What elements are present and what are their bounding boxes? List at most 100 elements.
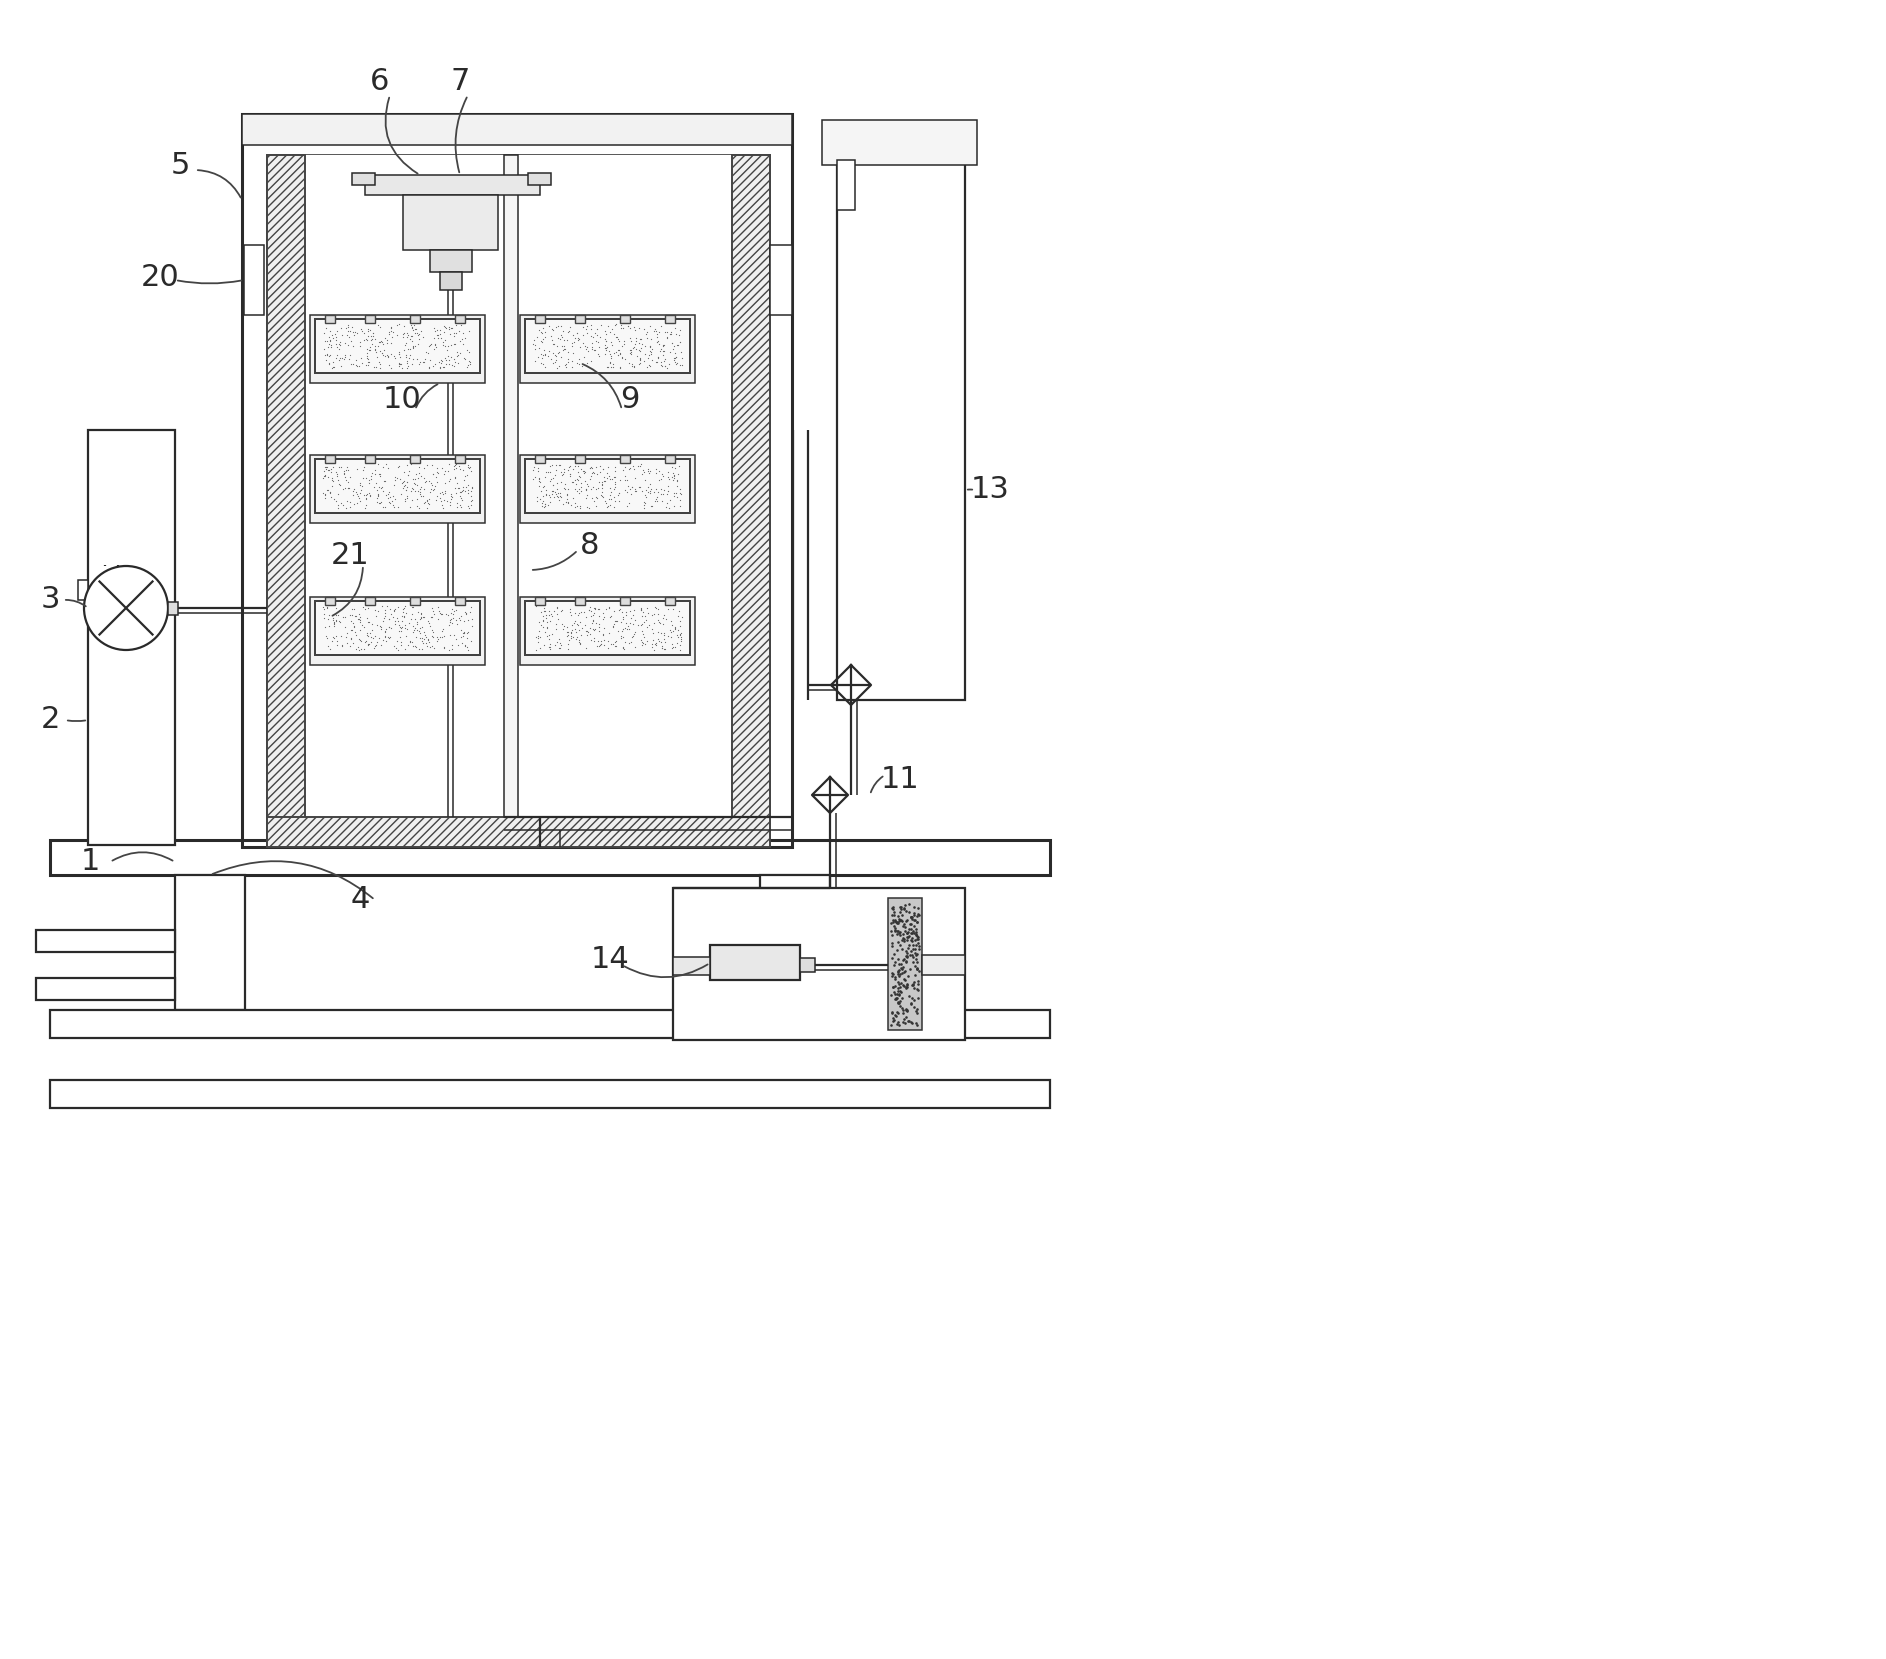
Point: [389, 320, 419, 347]
Point: [396, 606, 426, 632]
Point: [360, 634, 390, 660]
Point: [885, 922, 915, 949]
Bar: [536, 455, 545, 463]
Point: [317, 460, 347, 486]
Point: [353, 340, 383, 367]
Point: [390, 343, 421, 370]
Point: [309, 320, 339, 347]
Point: [620, 476, 651, 503]
Point: [611, 599, 641, 625]
Point: [645, 312, 675, 338]
Point: [349, 327, 379, 353]
Point: [445, 479, 475, 506]
Point: [355, 324, 385, 350]
Point: [524, 473, 554, 499]
Bar: [524, 460, 690, 513]
Point: [594, 474, 624, 501]
Text: 8: 8: [581, 531, 600, 559]
Point: [332, 474, 362, 501]
Point: [330, 315, 360, 342]
Point: [390, 330, 421, 357]
Point: [430, 478, 460, 504]
Point: [883, 929, 913, 956]
Point: [326, 455, 356, 481]
Point: [543, 325, 573, 352]
Point: [419, 476, 449, 503]
Point: [319, 611, 349, 637]
Point: [434, 350, 464, 377]
Point: [888, 972, 918, 999]
Point: [902, 995, 932, 1022]
Point: [892, 947, 922, 974]
Point: [637, 634, 668, 660]
Point: [355, 630, 385, 657]
Point: [372, 330, 402, 357]
Point: [334, 456, 364, 483]
Point: [368, 342, 398, 368]
Point: [430, 327, 460, 353]
Point: [524, 468, 554, 494]
Point: [345, 469, 375, 496]
Point: [556, 602, 587, 629]
Point: [609, 604, 639, 630]
Point: [641, 484, 671, 511]
Point: [538, 315, 568, 342]
Point: [356, 624, 387, 650]
Point: [313, 476, 343, 503]
Point: [332, 488, 362, 514]
Point: [375, 601, 405, 627]
Point: [643, 619, 673, 645]
Point: [375, 484, 405, 511]
Bar: [536, 315, 545, 324]
Point: [558, 624, 588, 650]
Point: [330, 342, 360, 368]
Point: [666, 624, 696, 650]
Point: [634, 479, 664, 506]
Point: [649, 332, 679, 358]
Point: [585, 458, 615, 484]
Point: [626, 596, 656, 622]
Point: [441, 493, 472, 519]
Point: [534, 622, 564, 649]
Point: [366, 614, 396, 640]
Point: [543, 629, 573, 655]
Point: [451, 337, 481, 363]
Point: [368, 340, 398, 367]
Point: [538, 340, 568, 367]
Point: [338, 611, 368, 637]
Point: [319, 604, 349, 630]
Point: [575, 602, 605, 629]
Point: [890, 949, 920, 975]
Text: 21: 21: [330, 541, 370, 569]
Point: [583, 469, 613, 496]
Point: [541, 347, 571, 373]
Point: [345, 607, 375, 634]
Point: [409, 324, 439, 350]
Point: [375, 624, 405, 650]
Point: [519, 330, 549, 357]
Point: [341, 479, 372, 506]
Point: [434, 491, 464, 518]
Point: [600, 463, 630, 489]
Point: [334, 632, 364, 659]
Point: [534, 601, 564, 627]
Point: [396, 451, 426, 478]
Bar: [309, 597, 485, 665]
Point: [879, 899, 909, 926]
Point: [602, 627, 632, 654]
Point: [439, 474, 470, 501]
Point: [524, 486, 554, 513]
Point: [387, 320, 417, 347]
Point: [447, 630, 477, 657]
Point: [532, 606, 562, 632]
Point: [409, 619, 439, 645]
Point: [409, 465, 439, 491]
Point: [551, 352, 581, 378]
Point: [407, 614, 438, 640]
Point: [328, 476, 358, 503]
Point: [402, 471, 432, 498]
Point: [571, 320, 602, 347]
Point: [521, 624, 551, 650]
Point: [370, 597, 400, 624]
Point: [545, 325, 575, 352]
